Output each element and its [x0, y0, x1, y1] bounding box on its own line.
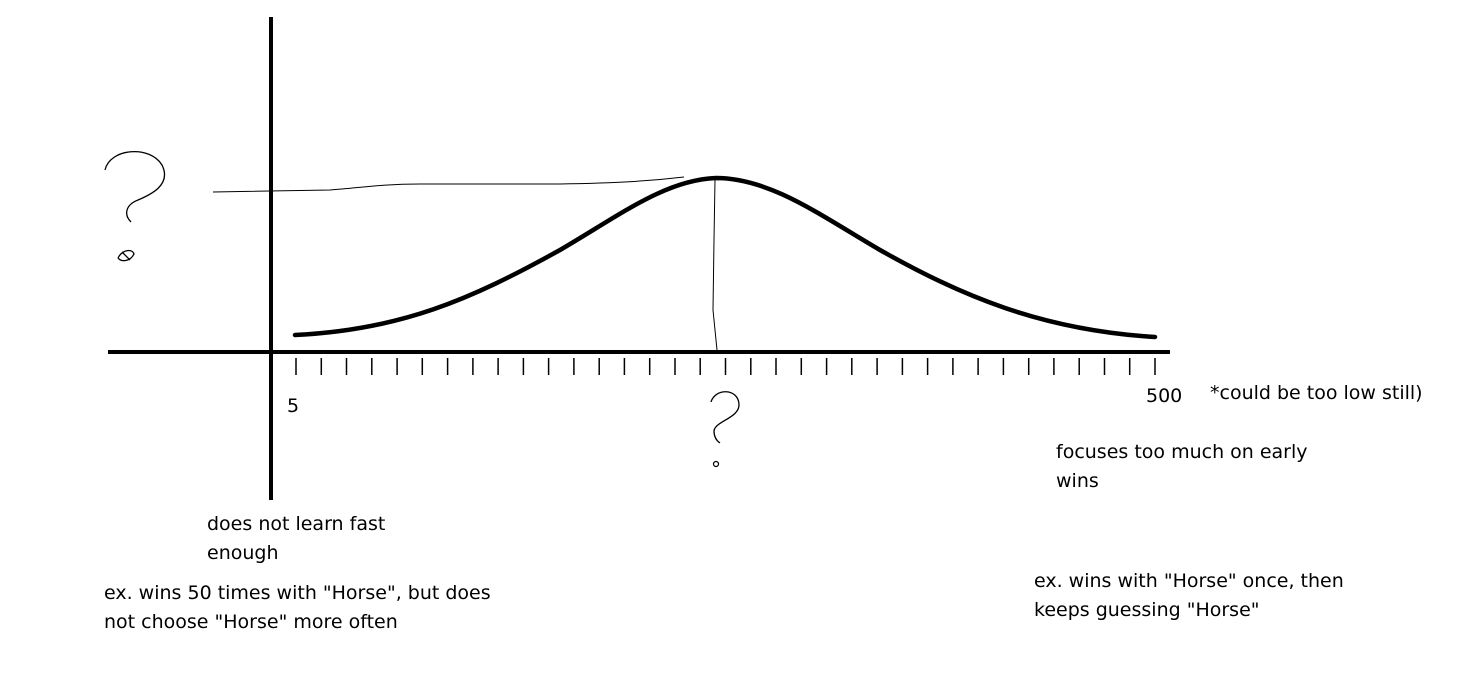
left-effect-annotation: does not learn fast enough — [207, 513, 386, 564]
bell-curve — [292, 175, 1158, 340]
x-peak-question-mark — [710, 391, 740, 468]
right-effect-annotation: focuses too much on early wins — [1056, 441, 1308, 492]
right-example-annotation: ex. wins with "Horse" once, then keeps g… — [1034, 570, 1344, 621]
x-axis-end-note: *could be too low still) — [1210, 382, 1423, 404]
left-example-annotation: ex. wins 50 times with "Horse", but does… — [104, 582, 491, 633]
x-axis-start-label: 5 — [287, 395, 300, 417]
x-axis-ticks — [295, 358, 1156, 375]
peak-position-guide — [712, 179, 718, 351]
peak-level-guide — [212, 176, 685, 193]
x-axis-end-label: 500 — [1146, 385, 1183, 407]
y-peak-question-mark — [104, 151, 165, 262]
